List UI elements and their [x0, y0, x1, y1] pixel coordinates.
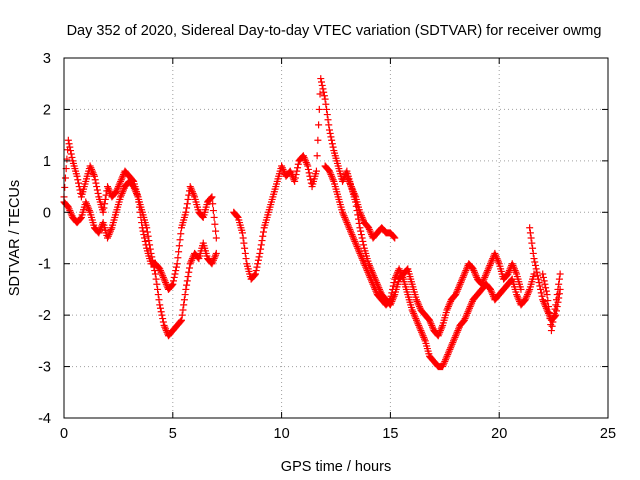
chart-title: Day 352 of 2020, Sidereal Day-to-day VTE…: [67, 23, 602, 39]
series-track-D: [321, 162, 538, 371]
plus-markers: [539, 270, 564, 335]
plus-markers: [230, 75, 399, 283]
x-tick-label: 0: [60, 426, 68, 442]
y-tick-label: -1: [38, 257, 51, 273]
y-tick-label: 2: [43, 102, 51, 118]
y-tick-label: 0: [43, 205, 51, 221]
y-tick-label: -3: [38, 360, 51, 376]
x-tick-label: 15: [382, 426, 398, 442]
series-track-G: [539, 270, 564, 335]
plus-markers: [343, 172, 525, 340]
x-tick-label: 25: [600, 426, 616, 442]
y-tick-label: 1: [43, 154, 51, 170]
y-axis-label: SDTVAR / TECUs: [7, 180, 23, 296]
plot-frame: [63, 57, 609, 419]
plus-markers: [321, 162, 538, 371]
data-points: [60, 75, 564, 371]
x-tick-label: 10: [274, 426, 290, 442]
y-tick-label: -2: [38, 308, 51, 324]
series-track-C: [230, 75, 399, 283]
series-track-E: [343, 172, 525, 340]
y-tick-label: 3: [43, 51, 51, 67]
x-tick-label: 20: [491, 426, 507, 442]
y-axis-ticks: -4 -3 -2 -1 0 1 2 3: [38, 51, 608, 427]
y-tick-label: -4: [38, 411, 51, 427]
x-axis-ticks: 0 5 10 15 20 25: [60, 58, 616, 442]
x-tick-label: 5: [169, 426, 177, 442]
x-axis-label: GPS time / hours: [281, 459, 391, 475]
